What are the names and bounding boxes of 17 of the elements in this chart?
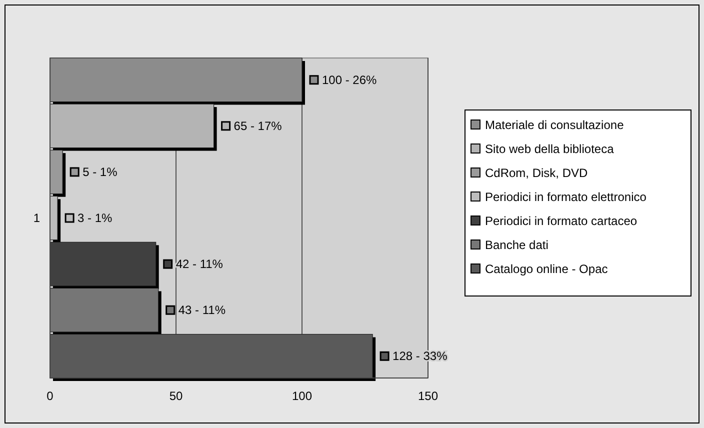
x-tick-label: 100: [292, 389, 312, 403]
legend-label: Catalogo online - Opac: [485, 262, 608, 276]
legend-label: CdRom, Disk, DVD: [485, 166, 588, 180]
data-label: 43 - 11%: [178, 303, 226, 318]
x-tick-label: 150: [418, 389, 438, 403]
legend-label: Banche dati: [485, 238, 548, 252]
legend-label: Periodici in formato elettronico: [485, 190, 647, 204]
x-tick-label: 0: [46, 389, 54, 403]
x-tick-label: 50: [169, 389, 183, 403]
legend-label: Materiale di consultazione: [485, 118, 624, 132]
data-label: 5 - 1%: [82, 164, 118, 179]
y-tick-label: 1: [33, 211, 40, 225]
data-label: 3 - 1%: [78, 211, 113, 225]
legend-label: Sito web della biblioteca: [485, 142, 614, 156]
legend-label: Periodici in formato cartaceo: [485, 214, 638, 228]
data-label: 100 - 26%: [322, 72, 378, 87]
data-label: 65 - 17%: [234, 118, 282, 133]
